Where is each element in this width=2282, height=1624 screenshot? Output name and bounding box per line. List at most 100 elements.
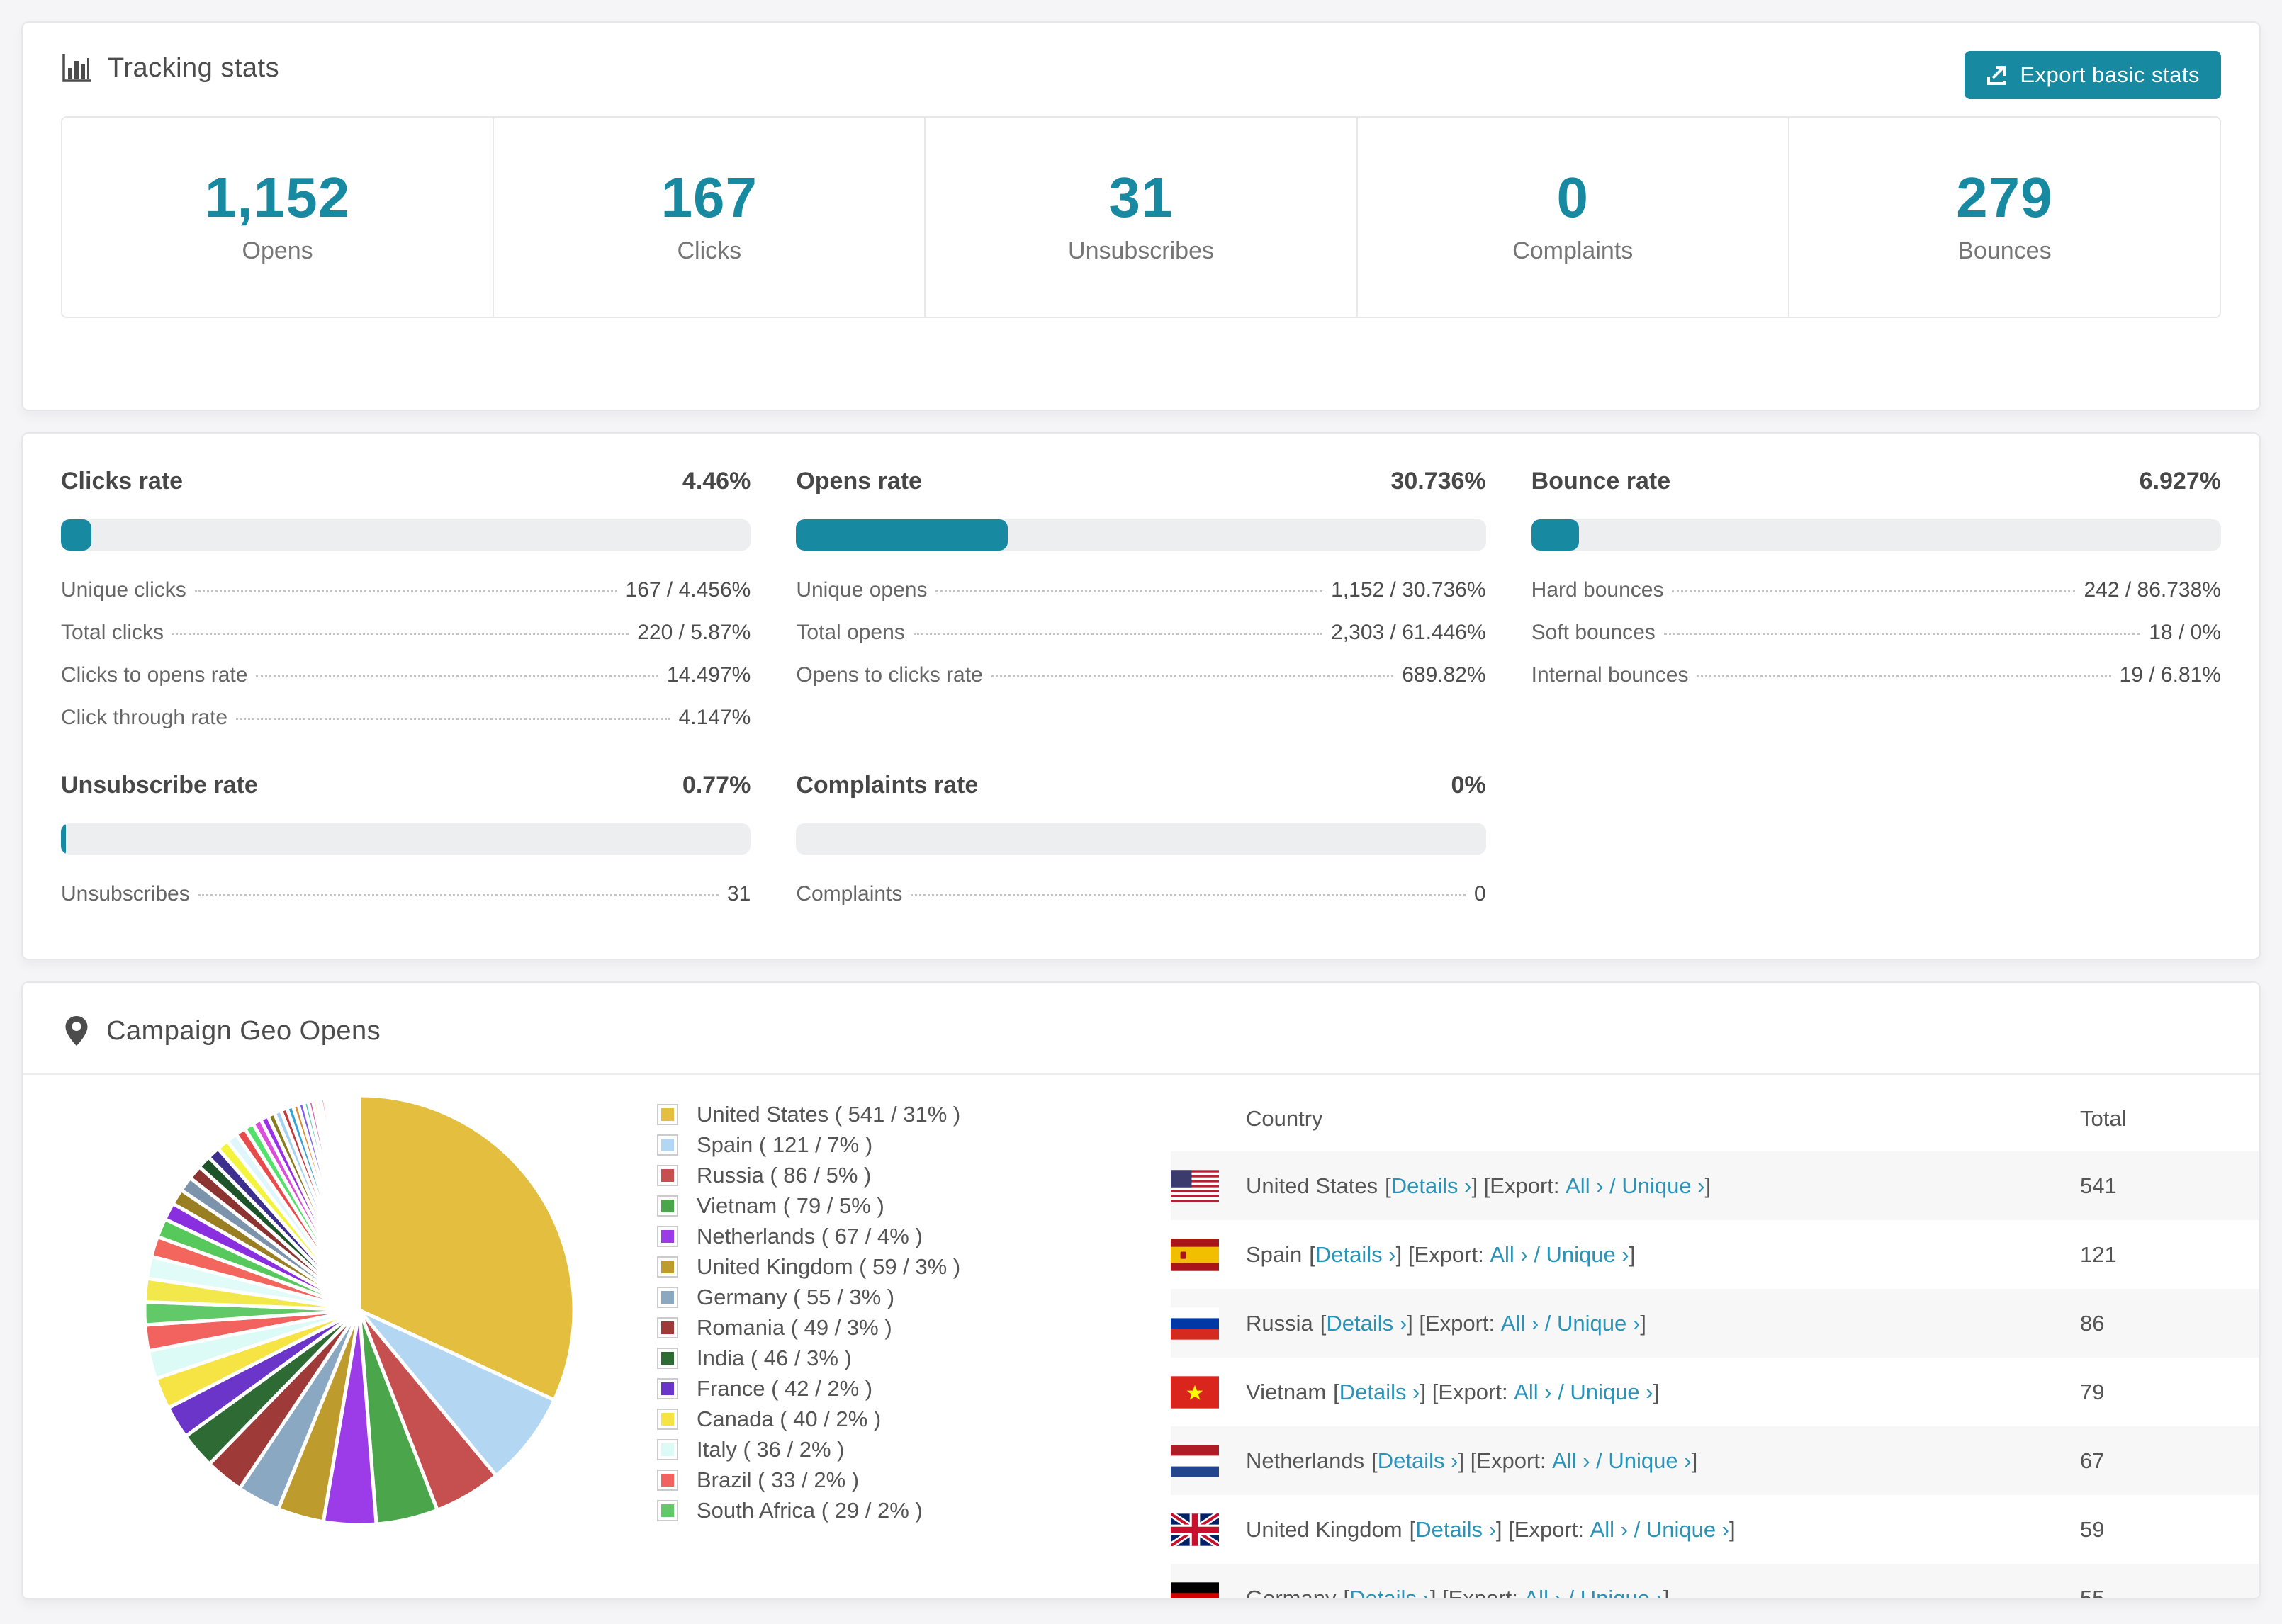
slash-separator: / xyxy=(1603,1173,1622,1198)
details-link[interactable]: Details › xyxy=(1377,1448,1458,1473)
bracket-open: [ xyxy=(1309,1241,1315,1267)
legend-item: India ( 46 / 3% ) xyxy=(657,1343,960,1373)
export-basic-stats-button[interactable]: Export basic stats xyxy=(1965,51,2221,99)
export-unique-link[interactable]: Unique › xyxy=(1557,1310,1641,1336)
bracket-close: ] xyxy=(1471,1173,1484,1198)
bracket-close: ] xyxy=(1653,1379,1660,1404)
pie-slice xyxy=(357,1093,576,1403)
details-link[interactable]: Details › xyxy=(1349,1585,1430,1600)
geo-table-row: Vietnam[Details ›] [Export: All › / Uniq… xyxy=(1171,1358,2259,1426)
export-prefix: Export: xyxy=(1476,1448,1553,1473)
rate-rows: Hard bounces 242 / 86.738% Soft bounces 18 … xyxy=(1531,569,2221,697)
bracket-open: [ xyxy=(1483,1173,1490,1198)
dotted-leader xyxy=(172,633,629,635)
bracket-open: [ xyxy=(1343,1585,1350,1600)
export-all-link[interactable]: All › xyxy=(1524,1585,1562,1600)
progress-bar-fill xyxy=(796,519,1008,551)
legend-swatch xyxy=(657,1316,678,1338)
export-unique-link[interactable]: Unique › xyxy=(1621,1173,1705,1198)
total-cell: 86 xyxy=(2080,1310,2105,1336)
legend-swatch xyxy=(657,1377,678,1399)
country-cell: Vietnam[Details ›] [Export: All › / Uniq… xyxy=(1171,1375,2080,1409)
export-all-link[interactable]: All › xyxy=(1514,1379,1552,1404)
stat-label: Opens xyxy=(242,237,313,264)
rate-row: Complaints 0 xyxy=(796,873,1485,915)
rate-value: 0% xyxy=(1451,772,1486,799)
rate-row-value: 14.497% xyxy=(666,663,751,687)
rate-row-value: 18 / 0% xyxy=(2149,621,2221,644)
bracket-close: ] xyxy=(1495,1516,1509,1542)
dotted-leader xyxy=(935,590,1323,592)
export-unique-link[interactable]: Unique › xyxy=(1646,1516,1730,1542)
total-cell: 59 xyxy=(2080,1516,2105,1542)
rate-block-bounce-rate: Bounce rate 6.927% Hard bounces 242 / 86.73… xyxy=(1531,468,2221,739)
stat-label: Clicks xyxy=(677,237,742,264)
rate-row: Unique clicks 167 / 4.456% xyxy=(61,569,751,611)
total-cell: 67 xyxy=(2080,1448,2105,1473)
details-link[interactable]: Details › xyxy=(1390,1173,1472,1198)
details-link[interactable]: Details › xyxy=(1326,1310,1407,1336)
vn-flag-icon xyxy=(1171,1375,1219,1409)
country-name: Netherlands xyxy=(1246,1448,1365,1473)
export-all-link[interactable]: All › xyxy=(1500,1310,1539,1336)
export-all-link[interactable]: All › xyxy=(1490,1241,1528,1267)
country-cell: Russia[Details ›] [Export: All › / Uniqu… xyxy=(1171,1307,2080,1340)
ru-flag-icon xyxy=(1171,1307,1219,1340)
rate-block-complaints-rate: Complaints rate 0% Complaints 0 xyxy=(796,772,1486,915)
campaign-geo-opens-card: Campaign Geo Opens United States ( 541 /… xyxy=(21,981,2261,1600)
bracket-close: ] xyxy=(1429,1585,1443,1600)
rate-value: 30.736% xyxy=(1390,468,1486,495)
export-all-link[interactable]: All › xyxy=(1566,1173,1604,1198)
dotted-leader xyxy=(256,675,658,677)
rate-row-value: 0 xyxy=(1473,882,1486,906)
legend-swatch xyxy=(657,1256,678,1278)
rate-row: Soft bounces 18 / 0% xyxy=(1531,611,2221,654)
total-cell: 121 xyxy=(2080,1241,2117,1267)
country-cell: Netherlands[Details ›] [Export: All › / … xyxy=(1171,1444,2080,1477)
legend-swatch xyxy=(657,1164,678,1186)
rate-row-value: 220 / 5.87% xyxy=(637,621,751,644)
geo-header: Campaign Geo Opens xyxy=(23,983,2259,1075)
legend-item: Romania ( 49 / 3% ) xyxy=(657,1312,960,1343)
legend-swatch xyxy=(657,1438,678,1460)
rate-value: 6.927% xyxy=(2139,468,2221,495)
export-unique-link[interactable]: Unique › xyxy=(1580,1585,1663,1600)
rate-row: Click through rate 4.147% xyxy=(61,697,751,739)
geo-body: United States ( 541 / 31% ) Spain ( 121 /… xyxy=(23,1075,2259,1598)
export-unique-link[interactable]: Unique › xyxy=(1546,1241,1629,1267)
geo-table-row: Russia[Details ›] [Export: All › / Uniqu… xyxy=(1171,1289,2259,1358)
geo-table-row: United Kingdom[Details ›] [Export: All ›… xyxy=(1171,1495,2259,1564)
rate-title: Unsubscribe rate xyxy=(61,772,258,799)
bracket-close: ] xyxy=(1663,1585,1670,1600)
stat-value: 167 xyxy=(661,166,758,229)
legend-item: United States ( 541 / 31% ) xyxy=(657,1099,960,1129)
country-name: Russia xyxy=(1246,1310,1313,1336)
details-link[interactable]: Details › xyxy=(1415,1516,1496,1542)
export-prefix: Export: xyxy=(1414,1241,1490,1267)
legend-label: India ( 46 / 3% ) xyxy=(697,1345,852,1370)
legend-item: Canada ( 40 / 2% ) xyxy=(657,1404,960,1434)
legend-swatch xyxy=(657,1347,678,1369)
details-link[interactable]: Details › xyxy=(1339,1379,1420,1404)
export-all-link[interactable]: All › xyxy=(1552,1448,1590,1473)
stat-label: Bounces xyxy=(1957,237,2052,264)
export-all-link[interactable]: All › xyxy=(1590,1516,1628,1542)
details-link[interactable]: Details › xyxy=(1315,1241,1396,1267)
stat-tile-bounces: 279 Bounces xyxy=(1787,118,2220,317)
rate-row-label: Unsubscribes xyxy=(61,882,190,906)
legend-item: Brazil ( 33 / 2% ) xyxy=(657,1465,960,1495)
geo-table-row: Spain[Details ›] [Export: All › / Unique… xyxy=(1171,1220,2259,1289)
export-prefix: Export: xyxy=(1438,1379,1514,1404)
bracket-open: [ xyxy=(1409,1516,1416,1542)
progress-bar xyxy=(796,823,1486,855)
stat-label: Unsubscribes xyxy=(1068,237,1214,264)
export-unique-link[interactable]: Unique › xyxy=(1608,1448,1692,1473)
bracket-close: ] xyxy=(1458,1448,1471,1473)
geo-title: Campaign Geo Opens xyxy=(106,1015,381,1046)
legend-label: Italy ( 36 / 2% ) xyxy=(697,1436,845,1462)
bracket-open: [ xyxy=(1432,1379,1439,1404)
stat-value: 0 xyxy=(1556,166,1589,229)
legend-label: Germany ( 55 / 3% ) xyxy=(697,1284,895,1309)
export-unique-link[interactable]: Unique › xyxy=(1570,1379,1653,1404)
